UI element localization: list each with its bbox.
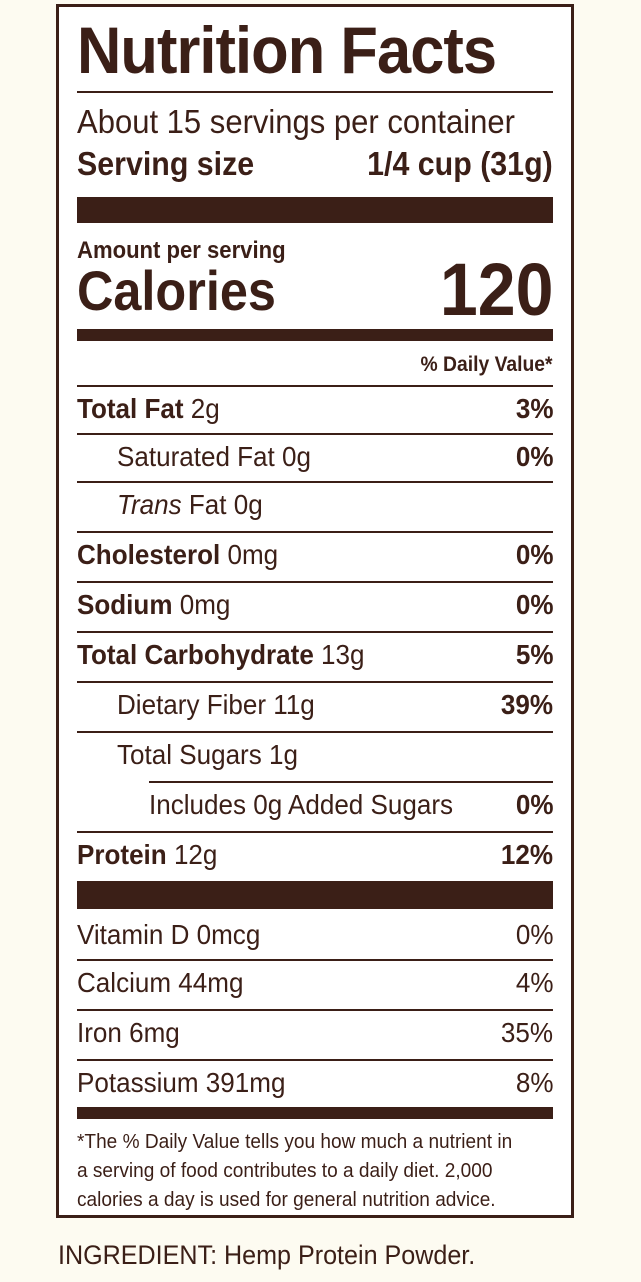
divider: [77, 91, 553, 93]
nutrient-name: Dietary Fiber 11g: [117, 689, 315, 720]
nutrient-row-added-sugars: Includes 0g Added Sugars 0%: [149, 781, 553, 829]
thick-divider: [77, 197, 553, 223]
nutrient-amount: 0mg: [220, 539, 279, 570]
nutrient-name: Protein: [77, 839, 167, 870]
nutrient-name: Fat 0g: [181, 489, 263, 520]
label-title: Nutrition Facts: [77, 13, 497, 87]
vitamin-dv: 0%: [515, 919, 553, 950]
nutrient-amount: 2g: [183, 393, 220, 424]
servings-per-container: About 15 servings per container: [77, 103, 515, 140]
nutrient-row-protein: Protein 12g 12%: [77, 831, 553, 879]
nutrient-dv: 0%: [515, 441, 553, 472]
nutrient-name: Includes 0g Added Sugars: [149, 789, 454, 820]
daily-value-header: % Daily Value*: [420, 353, 553, 376]
nutrient-name: Saturated Fat 0g: [117, 441, 311, 472]
nutrient-name-italic: Trans: [117, 489, 182, 520]
vitamin-name: Calcium 44mg: [77, 967, 244, 998]
amount-per-serving: Amount per serving: [77, 237, 286, 264]
vitamin-dv: 8%: [515, 1067, 553, 1098]
nutrient-dv: 3%: [515, 393, 553, 424]
footnote-line: *The % Daily Value tells you how much a …: [77, 1130, 513, 1153]
nutrient-row-total-sugars: Total Sugars 1g: [77, 731, 553, 779]
footnote-line: calories a day is used for general nutri…: [77, 1188, 496, 1211]
vitamin-row-potassium: Potassium 391mg 8%: [77, 1059, 553, 1107]
nutrient-amount: 12g: [166, 839, 218, 870]
nutrient-name: Cholesterol: [77, 539, 221, 570]
calories-value: 120: [439, 248, 553, 331]
serving-size-label: Serving size: [77, 145, 255, 182]
vitamin-row-calcium: Calcium 44mg 4%: [77, 959, 553, 1007]
nutrient-dv: 39%: [500, 689, 553, 720]
serving-size-value: 1/4 cup (31g): [367, 145, 553, 182]
calories-label: Calories: [77, 259, 276, 322]
vitamin-name: Iron 6mg: [77, 1017, 180, 1048]
footnote-line: a serving of food contributes to a daily…: [77, 1159, 493, 1182]
nutrient-row-dietary-fiber: Dietary Fiber 11g 39%: [77, 681, 553, 729]
nutrient-row-total-carbohydrate: Total Carbohydrate 13g 5%: [77, 631, 553, 679]
nutrient-row-trans-fat: Trans Fat 0g: [77, 481, 553, 529]
vitamin-name: Potassium 391mg: [77, 1067, 286, 1098]
nutrient-name: Total Sugars 1g: [117, 739, 298, 770]
nutrient-amount: 13g: [313, 639, 365, 670]
nutrient-dv: 0%: [515, 539, 553, 570]
medium-divider: [77, 329, 553, 341]
ingredient-statement: INGREDIENT: Hemp Protein Powder.: [58, 1240, 476, 1270]
vitamin-dv: 35%: [500, 1017, 553, 1048]
vitamin-row-vitamin-d: Vitamin D 0mcg 0%: [77, 911, 553, 959]
nutrient-name: Sodium: [77, 589, 173, 620]
nutrient-row-saturated-fat: Saturated Fat 0g 0%: [77, 433, 553, 481]
nutrient-dv: 5%: [515, 639, 553, 670]
nutrient-row-sodium: Sodium 0mg 0%: [77, 581, 553, 629]
nutrient-name: Total Fat: [77, 393, 184, 424]
nutrient-dv: 12%: [500, 839, 553, 870]
nutrient-amount: 0mg: [172, 589, 231, 620]
vitamin-dv: 4%: [515, 967, 553, 998]
nutrient-dv: 0%: [515, 789, 553, 820]
medium-divider: [77, 1107, 553, 1119]
nutrition-facts-panel: Nutrition Facts About 15 servings per co…: [56, 4, 574, 1218]
vitamin-name: Vitamin D 0mcg: [77, 919, 261, 950]
thick-divider: [77, 881, 553, 909]
nutrient-row-total-fat: Total Fat 2g 3%: [77, 385, 553, 433]
nutrient-name: Total Carbohydrate: [77, 639, 314, 670]
vitamin-row-iron: Iron 6mg 35%: [77, 1009, 553, 1057]
daily-value-footnote: *The % Daily Value tells you how much a …: [77, 1127, 553, 1214]
nutrient-row-cholesterol: Cholesterol 0mg 0%: [77, 531, 553, 579]
nutrient-dv: 0%: [515, 589, 553, 620]
